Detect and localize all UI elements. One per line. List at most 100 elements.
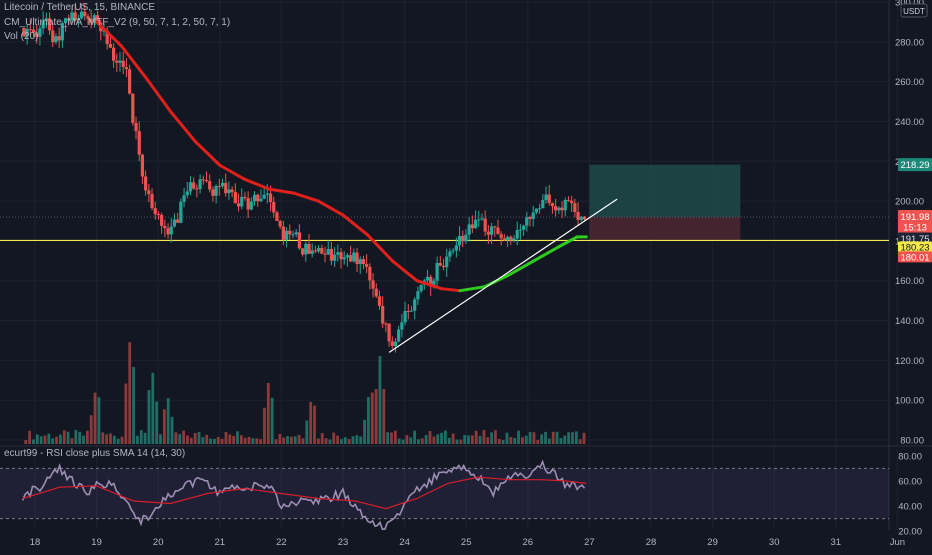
volume-bar xyxy=(405,435,409,444)
candle-body xyxy=(326,248,330,255)
horizontal-level-badge-bg xyxy=(898,241,932,253)
volume-bar xyxy=(266,382,270,444)
candle-body xyxy=(182,195,186,202)
candle-body xyxy=(115,60,119,63)
volume-bar xyxy=(174,432,178,444)
volume-bar xyxy=(201,437,205,444)
volume-bar xyxy=(97,397,101,444)
candle-body xyxy=(76,18,80,21)
volume-bar xyxy=(132,367,135,444)
price-axis-label: 140.00 xyxy=(895,316,924,327)
rsi-indicator-title[interactable]: ecurt99 - RSI close plus SMA 14 (14, 30) xyxy=(4,448,186,459)
candle-body xyxy=(336,252,340,255)
candle-body xyxy=(268,193,273,203)
volume-bar xyxy=(459,439,463,444)
candle-body xyxy=(454,245,458,251)
candle-body xyxy=(406,310,410,312)
candle-body xyxy=(172,219,177,227)
candle-body xyxy=(108,44,112,48)
ma-indicator-title[interactable]: CM_Ultimate_MA_MTF_V2 (9, 50, 7, 1, 2, 5… xyxy=(4,17,231,28)
volume-bar xyxy=(455,439,459,444)
ascending-trendline xyxy=(388,198,618,353)
volume-bar xyxy=(494,430,497,444)
candle-body xyxy=(92,15,96,23)
ma-line-red xyxy=(440,287,462,293)
volume-bar xyxy=(571,432,574,444)
ma-line-green xyxy=(458,285,487,293)
volume-bar xyxy=(497,438,501,444)
candle-body xyxy=(150,194,154,209)
price-axis-label: 200.00 xyxy=(895,197,924,208)
candle-body xyxy=(441,265,446,268)
candle-body xyxy=(538,208,542,210)
ma-line-red xyxy=(267,187,296,195)
price-axis-label: 100.00 xyxy=(895,396,924,407)
price-axis-label: 280.00 xyxy=(895,37,924,48)
rsi-axis-label: 20.00 xyxy=(898,527,922,538)
volume-bar xyxy=(297,434,301,444)
candle-body xyxy=(230,189,234,193)
countdown-badge: 15:13 xyxy=(903,223,927,234)
candle-body xyxy=(464,234,468,242)
price-axis-label: 240.00 xyxy=(895,117,924,128)
volume-bar xyxy=(509,436,513,444)
candle-body xyxy=(557,207,561,211)
volume-bar xyxy=(120,436,124,444)
volume-bar xyxy=(551,431,555,444)
volume-bar xyxy=(51,438,55,444)
currency-badge-bg xyxy=(900,3,928,18)
candle-body xyxy=(483,218,487,232)
candle-body xyxy=(531,212,535,219)
currency-badge: USDT xyxy=(903,7,925,16)
candle-body xyxy=(118,60,122,63)
candle-body xyxy=(480,218,484,220)
candle-body xyxy=(470,224,474,229)
volume-bar xyxy=(278,434,282,444)
volume-bar xyxy=(166,398,170,444)
volume-bar xyxy=(320,433,324,444)
rsi-axis-label: 40.00 xyxy=(898,502,922,513)
candle-body xyxy=(169,226,173,235)
time-axis-label: 25 xyxy=(461,537,472,548)
candle-body xyxy=(486,231,490,235)
candle-body xyxy=(156,214,161,216)
candle-body xyxy=(550,203,555,207)
candle-body xyxy=(365,264,369,267)
time-axis-label: 24 xyxy=(399,537,410,548)
volume-bar xyxy=(116,438,120,444)
candle-body xyxy=(435,262,439,281)
volume-bar xyxy=(359,436,363,444)
volume-bar xyxy=(547,438,551,444)
candle-body xyxy=(291,234,295,236)
candle-body xyxy=(63,18,68,24)
volume-indicator-title[interactable]: Vol (20) xyxy=(4,31,39,42)
candle-body xyxy=(67,18,71,21)
volume-bar xyxy=(451,433,455,444)
candle-body xyxy=(493,226,497,228)
candle-body xyxy=(163,225,167,229)
candle-body xyxy=(236,203,241,207)
candle-body xyxy=(320,247,324,254)
volume-bar xyxy=(444,430,447,444)
stop-level-badge: 180.01 xyxy=(900,252,929,263)
candle-body xyxy=(220,182,225,187)
candle-body xyxy=(89,18,93,23)
volume-bar xyxy=(205,434,209,444)
volume-bar xyxy=(224,431,228,444)
volume-bar xyxy=(482,430,486,444)
volume-bar xyxy=(378,356,382,444)
candle-body xyxy=(438,262,442,266)
symbol-title[interactable]: Litecoin / TetherUS, 15, BINANCE xyxy=(4,2,155,13)
ma-line-red xyxy=(415,279,444,291)
volume-bar xyxy=(259,439,263,444)
candle-body xyxy=(579,216,583,221)
candle-body xyxy=(227,189,231,194)
volume-bar xyxy=(578,439,582,444)
candle-body xyxy=(310,250,314,254)
volume-bar xyxy=(28,430,32,444)
candle-body xyxy=(554,206,558,211)
volume-bar xyxy=(332,432,336,444)
position-loss-zone xyxy=(589,217,741,241)
price-axis-label: 120.00 xyxy=(895,356,924,367)
